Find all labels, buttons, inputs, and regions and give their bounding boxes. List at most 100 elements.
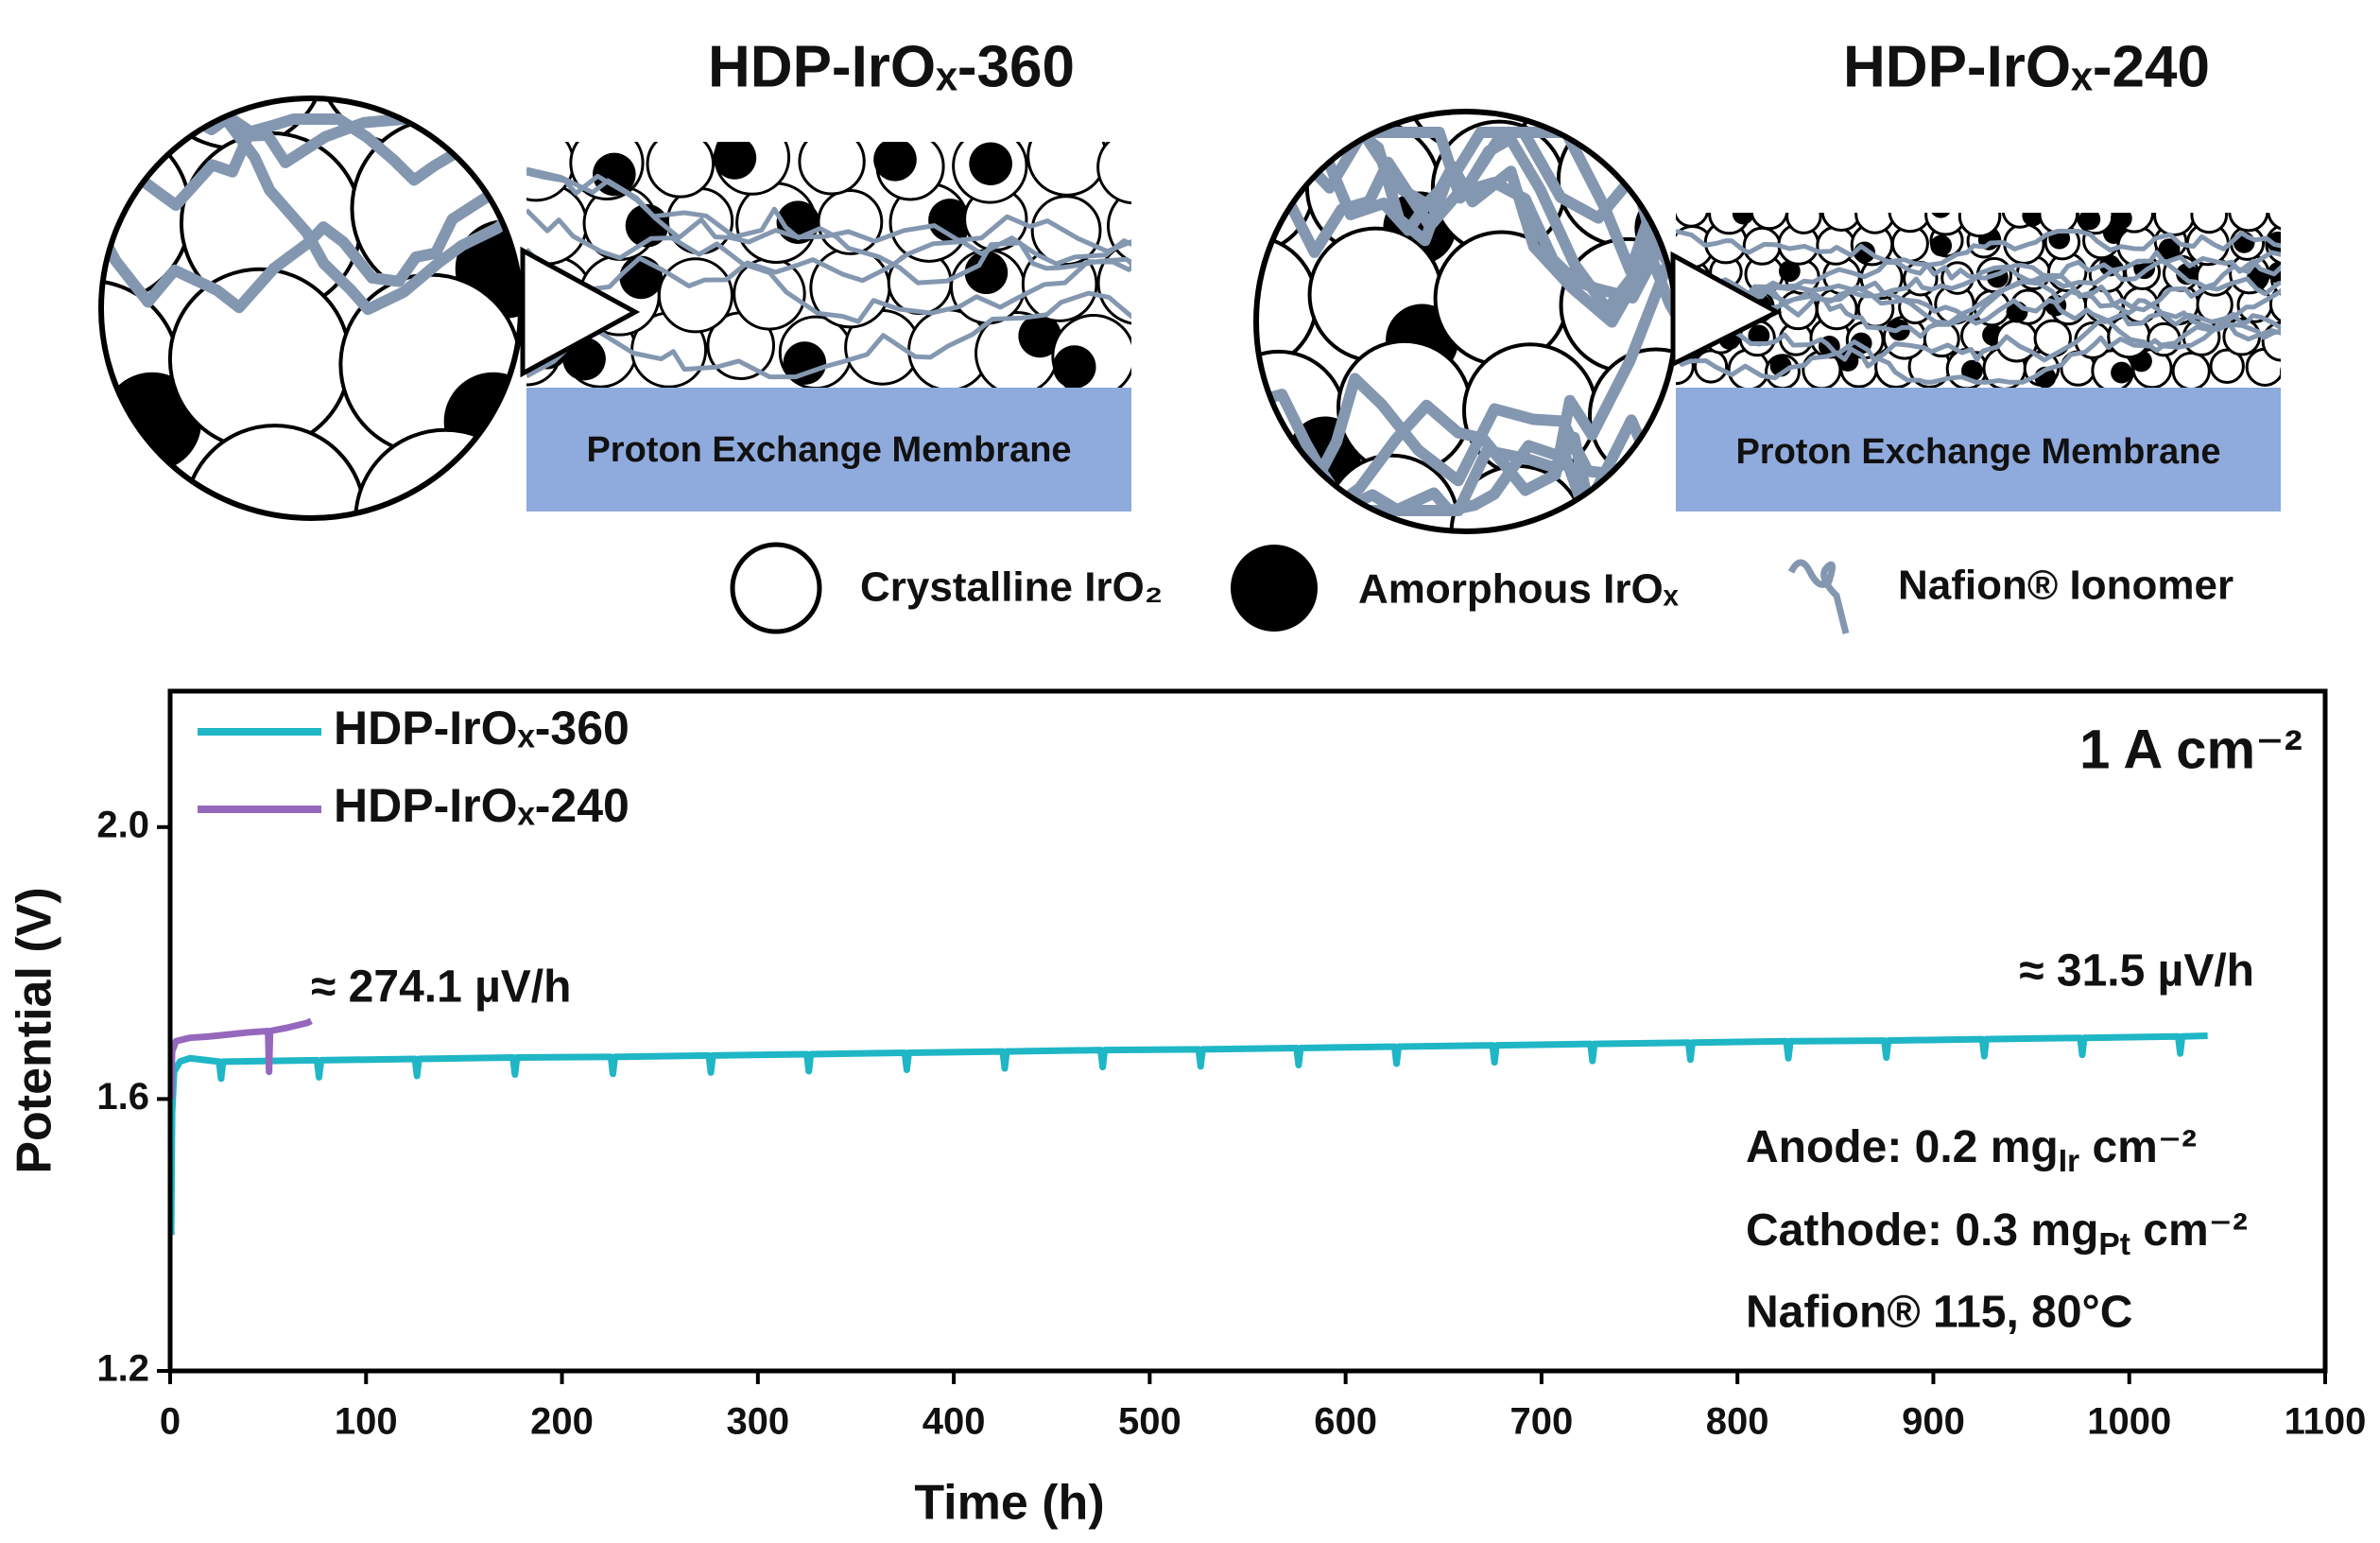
- particle: [964, 251, 1009, 295]
- particle: [101, 437, 197, 518]
- particle: [526, 142, 575, 202]
- particle: [1854, 213, 1896, 234]
- particle: [1278, 112, 1415, 137]
- y-tick-label: 2.0: [96, 804, 149, 845]
- ionomer: [526, 235, 1131, 292]
- ionomer: [1676, 287, 2281, 385]
- condition-label: Nafion® 115, 80°C: [1746, 1288, 2132, 1338]
- legend-label: HDP-IrOₓ-240: [334, 779, 629, 832]
- x-tick-label: 300: [726, 1401, 789, 1443]
- text-part: Cathode: 0.3 mg: [1746, 1205, 2098, 1256]
- particle: [1931, 213, 1951, 218]
- particle: [1134, 204, 1178, 248]
- particle: [1961, 359, 1983, 382]
- particle: [2190, 213, 2229, 234]
- legend-icon: [730, 542, 822, 634]
- particle: [167, 267, 352, 451]
- legend-label: Crystalline IrO₂: [860, 564, 1163, 611]
- particle: [798, 142, 866, 196]
- particle: [969, 142, 1012, 186]
- particle: [1750, 213, 1789, 231]
- text-part: cm⁻²: [2079, 1122, 2197, 1172]
- schematic-title: HDP-IrOₓ-240: [1843, 34, 2210, 99]
- ionomer: [526, 208, 1131, 324]
- rate-label: ≈ 274.1 µV/h: [311, 962, 571, 1013]
- particle: [646, 142, 716, 199]
- subscript: Ir: [2059, 1144, 2079, 1179]
- particle: [657, 257, 733, 334]
- catalyst-layer: [526, 142, 1178, 390]
- x-tick-label: 500: [1118, 1401, 1181, 1443]
- magnified-view: [1256, 112, 1676, 531]
- particle: [2111, 361, 2132, 384]
- particle: [1556, 112, 1676, 248]
- particle: [817, 188, 884, 255]
- particle: [2158, 238, 2181, 260]
- y-tick-label: 1.2: [96, 1348, 149, 1390]
- plot-frame: [167, 688, 2328, 1374]
- x-tick-label: 800: [1706, 1401, 1769, 1443]
- particle: [2171, 351, 2211, 390]
- series-line: [167, 1017, 313, 1100]
- pointer: [520, 246, 641, 378]
- legend-label: Amorphous IrOₓ: [1358, 566, 1680, 613]
- particle: [1018, 314, 1061, 358]
- x-axis-title: Time (h): [914, 1476, 1104, 1531]
- legend-label: Nafion® Ionomer: [1898, 563, 2233, 609]
- particle: [1957, 213, 2002, 238]
- particle: [619, 255, 664, 300]
- x-tick-label: 0: [160, 1401, 181, 1443]
- particle: [1930, 234, 1953, 257]
- magnified-view: [101, 98, 558, 624]
- particle: [2228, 213, 2269, 233]
- condition-label: 1 A cm⁻²: [2079, 719, 2302, 780]
- particle: [2153, 213, 2196, 237]
- particle: [2022, 213, 2044, 227]
- ionomer: [526, 290, 1131, 380]
- condition-label: Anode: 0.2 mgIr cm⁻²: [1746, 1122, 2197, 1179]
- membrane-label: Proton Exchange Membrane: [586, 430, 1071, 470]
- legend-label: HDP-IrOₓ-360: [334, 702, 629, 754]
- text-part: Anode: 0.2 mg: [1746, 1122, 2059, 1172]
- pointer: [1670, 251, 1783, 369]
- schematic: Proton Exchange Membrane Proton Exchange…: [98, 34, 2281, 634]
- particle: [1820, 213, 1862, 233]
- membrane-label: Proton Exchange Membrane: [1735, 432, 2220, 472]
- particle: [1026, 142, 1108, 197]
- particle: [458, 525, 558, 624]
- rate-label: ≈ 31.5 µV/h: [2019, 946, 2254, 997]
- particle: [1529, 112, 1666, 137]
- particle: [1778, 260, 1801, 283]
- x-tick-label: 1100: [2285, 1401, 2367, 1443]
- particle: [1256, 112, 1289, 138]
- particle: [783, 341, 827, 385]
- x-tick-label: 900: [1902, 1401, 1965, 1443]
- series-line: [167, 1032, 2208, 1236]
- ionomer: [526, 170, 1131, 286]
- x-tick-label: 400: [923, 1401, 986, 1443]
- particle: [1785, 213, 1822, 234]
- membrane: [526, 388, 1131, 511]
- y-tick-label: 1.6: [96, 1076, 149, 1118]
- particle: [1256, 119, 1316, 256]
- particle: [2209, 348, 2245, 385]
- particle: [2279, 366, 2281, 379]
- particle: [873, 142, 917, 182]
- x-tick-label: 600: [1314, 1401, 1377, 1443]
- ionomer: [1676, 229, 2281, 297]
- particle: [1888, 213, 1932, 234]
- ionomer: [1256, 127, 1676, 299]
- particle: [2261, 321, 2281, 362]
- particle: [1748, 324, 1770, 347]
- x-tick-label: 700: [1510, 1401, 1574, 1443]
- condition-label: Cathode: 0.3 mgPt cm⁻²: [1746, 1205, 2248, 1262]
- legend-icon: [1231, 545, 1318, 632]
- y-axis-title: Potential (V): [8, 887, 62, 1173]
- membrane: [1676, 388, 2281, 511]
- text-part: cm⁻²: [2130, 1205, 2248, 1256]
- particle: [1336, 338, 1473, 476]
- particle: [2078, 213, 2101, 231]
- catalyst-layer: [1676, 213, 2281, 390]
- chart: Time (h) Potential (V) 1 A cm⁻² ≈ 274.1 …: [8, 688, 2367, 1531]
